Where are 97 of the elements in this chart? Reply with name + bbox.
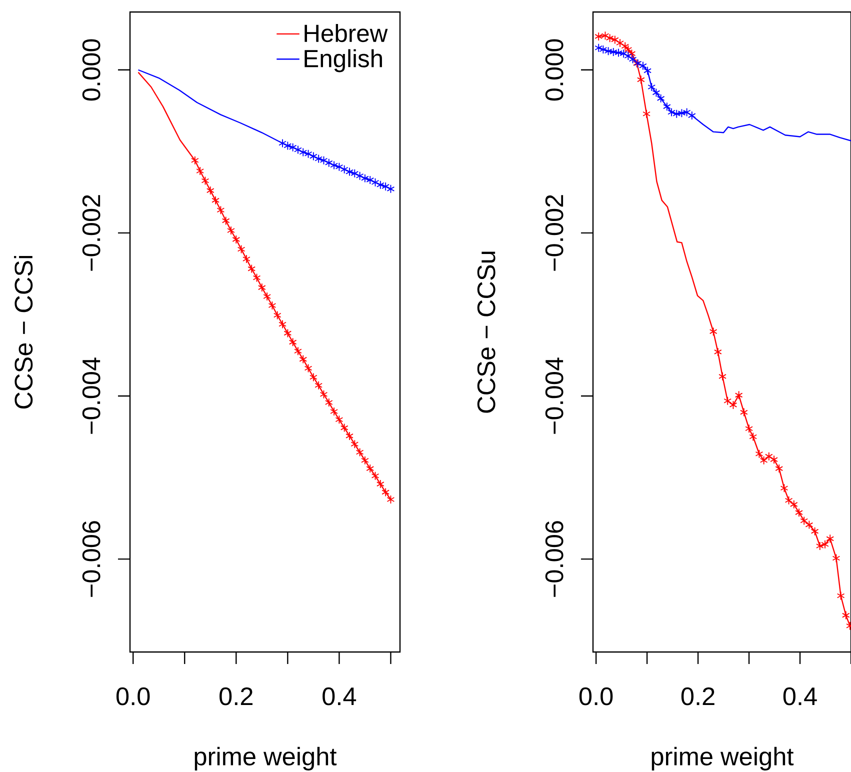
point bbox=[714, 347, 722, 356]
point bbox=[604, 46, 612, 56]
point bbox=[237, 244, 246, 254]
point bbox=[212, 196, 220, 205]
point bbox=[366, 175, 374, 184]
point bbox=[361, 174, 369, 183]
point bbox=[196, 166, 204, 176]
point bbox=[284, 141, 292, 150]
point bbox=[594, 32, 603, 41]
point bbox=[356, 171, 364, 180]
point bbox=[709, 327, 718, 336]
point bbox=[335, 162, 344, 172]
point bbox=[314, 154, 323, 164]
y-tick-label: −0.006 bbox=[545, 521, 564, 597]
point bbox=[842, 610, 850, 620]
point bbox=[609, 47, 618, 56]
point bbox=[263, 292, 271, 301]
y-axis-title: CCSe − CCSi bbox=[14, 256, 33, 408]
point bbox=[268, 301, 276, 310]
point bbox=[288, 338, 297, 347]
y-tick-label: −0.006 bbox=[82, 521, 100, 597]
point bbox=[636, 75, 645, 84]
point bbox=[320, 156, 328, 165]
point bbox=[594, 43, 603, 52]
point bbox=[740, 408, 748, 417]
point bbox=[764, 452, 773, 461]
point bbox=[232, 234, 240, 244]
legend-label: English bbox=[304, 49, 382, 72]
y-tick-label: −0.004 bbox=[545, 358, 564, 434]
x-axis-title: prime weight bbox=[194, 746, 337, 770]
point bbox=[775, 464, 784, 474]
point bbox=[816, 542, 824, 550]
point bbox=[242, 254, 250, 264]
x-tick-label: 0.0 bbox=[579, 687, 613, 706]
point bbox=[294, 145, 302, 154]
y-tick-label: −0.002 bbox=[82, 195, 100, 271]
point bbox=[621, 42, 630, 51]
point bbox=[620, 49, 628, 58]
x-tick-label: 0.4 bbox=[322, 687, 356, 706]
point bbox=[770, 455, 778, 464]
point bbox=[610, 35, 619, 44]
y-tick-label: 0.000 bbox=[82, 39, 100, 101]
point bbox=[310, 152, 318, 161]
x-tick-label: 0.2 bbox=[681, 687, 714, 706]
point bbox=[258, 283, 266, 292]
point bbox=[718, 372, 726, 381]
point bbox=[780, 484, 788, 493]
point bbox=[190, 156, 199, 165]
point bbox=[371, 178, 380, 187]
point bbox=[826, 534, 834, 544]
y-tick-label: −0.002 bbox=[545, 195, 564, 271]
y-tick-label: 0.000 bbox=[545, 39, 564, 101]
point bbox=[288, 142, 297, 152]
point bbox=[324, 158, 333, 168]
point bbox=[734, 390, 743, 400]
point bbox=[624, 52, 632, 60]
point bbox=[284, 328, 292, 338]
point bbox=[616, 38, 624, 48]
point bbox=[340, 164, 348, 174]
point bbox=[201, 176, 210, 186]
point bbox=[350, 168, 359, 178]
point bbox=[346, 167, 354, 176]
point bbox=[248, 264, 256, 274]
y-axis-title: CCSe − CCSu bbox=[477, 252, 496, 413]
point bbox=[682, 108, 691, 117]
point bbox=[386, 184, 395, 194]
point bbox=[376, 180, 384, 190]
point bbox=[382, 182, 390, 191]
point bbox=[672, 109, 681, 118]
point bbox=[642, 109, 650, 118]
point bbox=[278, 320, 286, 329]
point bbox=[678, 108, 686, 118]
point bbox=[206, 186, 214, 196]
point bbox=[227, 226, 235, 235]
point bbox=[688, 111, 696, 120]
legend-label: Hebrew bbox=[304, 24, 388, 42]
x-axis-title: prime weight bbox=[652, 746, 794, 770]
x-tick-label: 0.0 bbox=[116, 687, 150, 706]
point bbox=[836, 591, 845, 600]
point bbox=[614, 48, 622, 58]
x-tick-label: 0.4 bbox=[783, 687, 817, 706]
point bbox=[832, 554, 840, 563]
point bbox=[304, 149, 312, 158]
point bbox=[628, 49, 636, 58]
point bbox=[601, 31, 610, 40]
y-tick-label: −0.004 bbox=[82, 358, 100, 434]
point bbox=[304, 364, 312, 373]
x-tick-label: 0.2 bbox=[220, 687, 252, 706]
point bbox=[222, 216, 230, 226]
point bbox=[216, 206, 225, 215]
point bbox=[821, 540, 829, 549]
point bbox=[330, 160, 338, 170]
point bbox=[273, 310, 282, 320]
point bbox=[606, 34, 614, 43]
point bbox=[299, 148, 308, 157]
point bbox=[278, 138, 286, 148]
point bbox=[252, 273, 261, 282]
